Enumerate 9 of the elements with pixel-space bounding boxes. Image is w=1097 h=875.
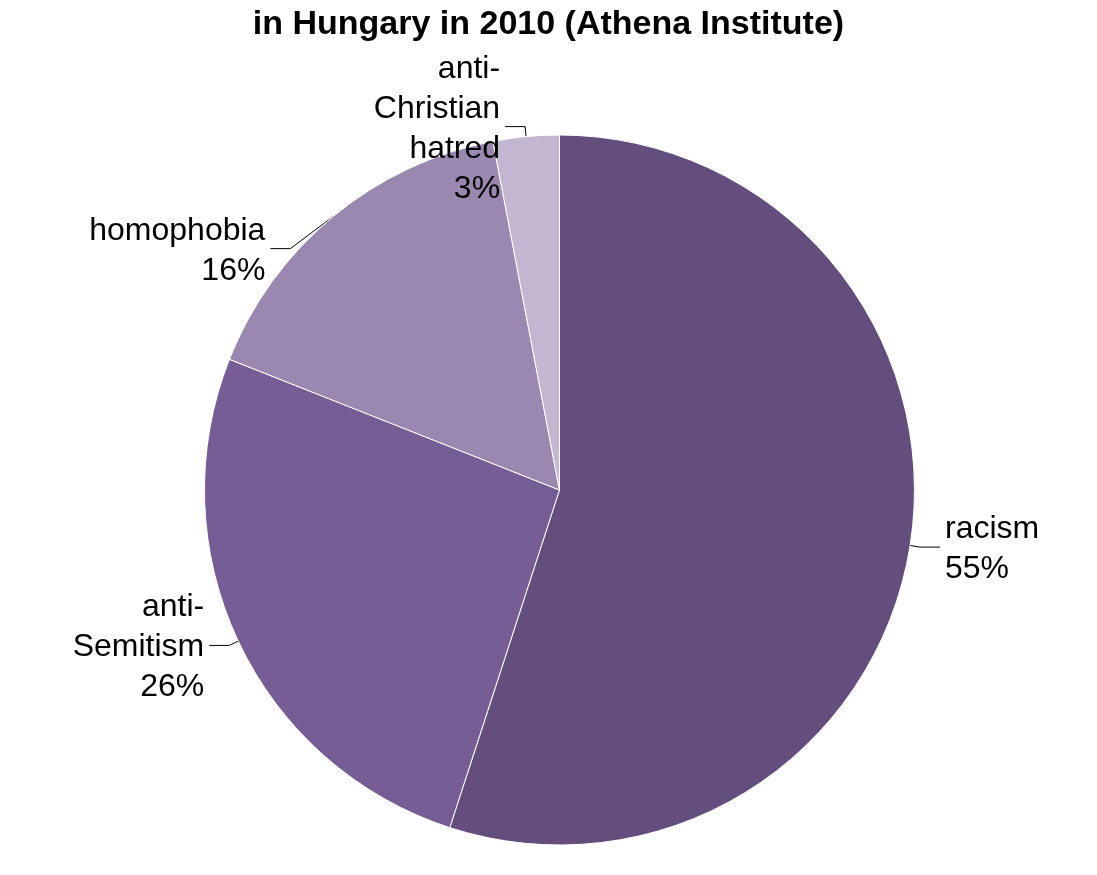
data-label: 16% xyxy=(201,250,266,287)
slice-label: homophobia xyxy=(89,210,266,247)
data-label: 3% xyxy=(453,168,501,205)
slice-label: racism xyxy=(944,509,1040,546)
chart-title: in Hungary in 2010 (Athena Institute) xyxy=(252,3,845,41)
data-label: 55% xyxy=(944,549,1010,586)
slice-label: anti-Semitism xyxy=(72,587,205,664)
slice-label: anti-Christian hatred xyxy=(373,48,501,165)
data-label: 26% xyxy=(140,667,205,704)
